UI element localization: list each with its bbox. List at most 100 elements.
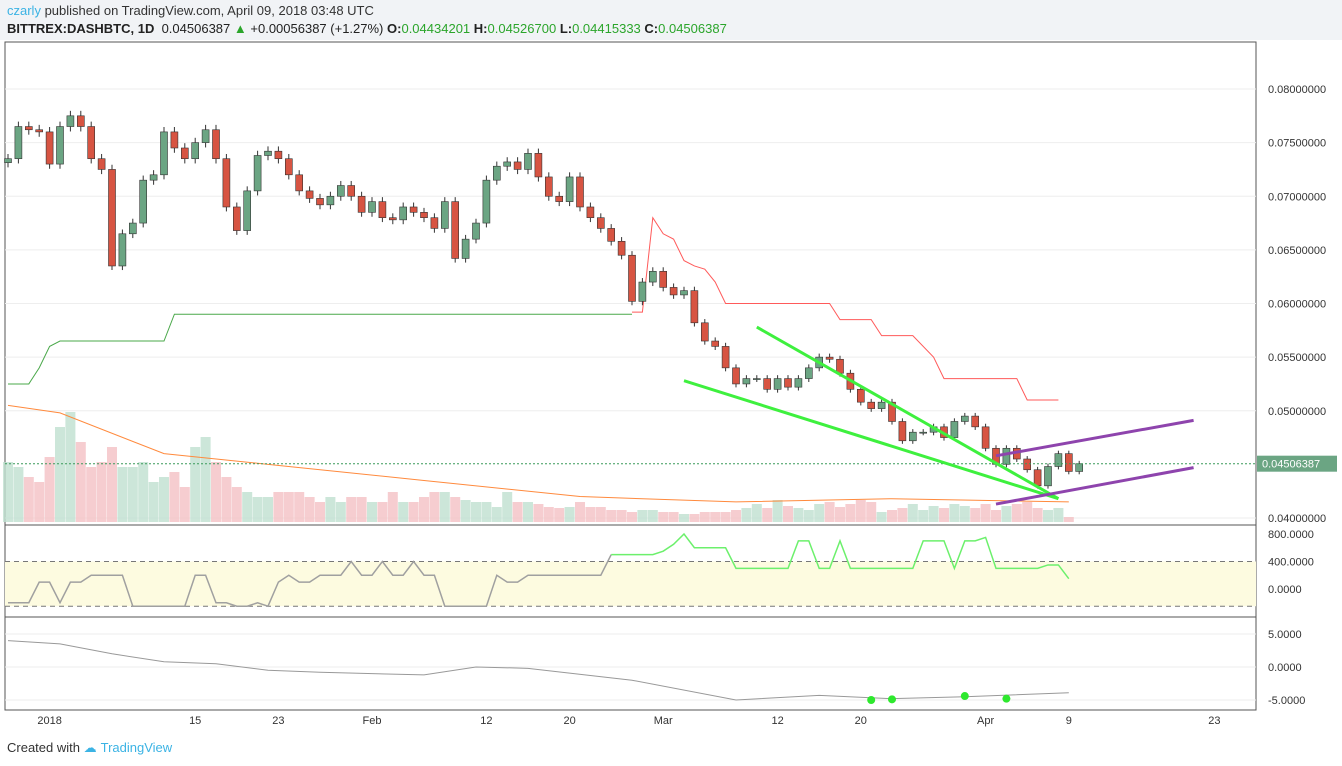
volume-bar [86, 467, 97, 522]
volume-bar [720, 512, 731, 522]
candle [617, 240, 626, 256]
volume-bar [34, 482, 45, 522]
candle [721, 346, 730, 369]
volume-bar [439, 492, 450, 522]
volume-bar [907, 504, 918, 522]
volume-bar [263, 497, 273, 522]
price-tick: 0.06500000 [1268, 245, 1326, 257]
candle [430, 217, 439, 229]
candle [607, 228, 616, 242]
volume-bar [273, 492, 284, 522]
volume-bar [398, 502, 409, 522]
channel-lower-trendline [995, 466, 1194, 506]
volume-bar [367, 502, 377, 522]
candle [461, 238, 470, 259]
last-price-label: 0.04506387 [1262, 459, 1320, 471]
volume-bar [928, 506, 939, 522]
candle [544, 176, 553, 197]
candle [253, 155, 262, 192]
symbol[interactable]: BITTREX:DASHBTC, 1D [7, 21, 155, 36]
candle [1023, 458, 1032, 471]
volume-bar [96, 462, 107, 522]
close-value: 0.04506387 [658, 21, 727, 36]
volume-bar [627, 512, 637, 522]
volume-bar [294, 492, 305, 522]
high-value: 0.04526700 [487, 21, 557, 36]
candle [919, 431, 928, 434]
candle [4, 158, 12, 163]
volume-bar [658, 512, 669, 522]
candle [420, 212, 428, 218]
open-value: 0.04434201 [401, 21, 471, 36]
price-tick: 0.07000000 [1268, 191, 1326, 203]
osc2-signal-dot [888, 695, 896, 704]
candle [181, 147, 189, 160]
time-tick: 23 [272, 715, 284, 727]
candle [888, 401, 896, 422]
volume-bar [668, 512, 679, 522]
candle [472, 222, 480, 240]
volume-bar [585, 507, 596, 522]
volume-bar [23, 477, 34, 522]
candle [35, 129, 44, 133]
price-tick: 0.05500000 [1268, 352, 1326, 364]
volume-bar [814, 504, 825, 522]
candle [14, 126, 23, 160]
volume-bar [689, 514, 700, 522]
low-value: 0.04415333 [572, 21, 641, 36]
candle [784, 378, 792, 388]
time-tick: 20 [563, 715, 575, 727]
time-tick: 12 [771, 715, 783, 727]
volume-bar [148, 482, 159, 522]
osc1-line-grey [8, 554, 612, 608]
candle [1065, 453, 1073, 472]
volume-bar [959, 506, 970, 522]
volume-bar [211, 462, 221, 522]
candle [825, 356, 834, 360]
candle [440, 201, 449, 229]
volume-bar [55, 427, 65, 522]
price-chart[interactable]: 0.08000000 0.07500000 0.07000000 0.06500000… [0, 40, 1342, 732]
volume-bar [159, 477, 169, 522]
footer: Created with ☁ TradingView [7, 740, 172, 756]
plot-frame [4, 41, 1257, 711]
osc1-tick: 0.0000 [1268, 584, 1302, 596]
time-tick: 23 [1208, 715, 1220, 727]
candle [732, 367, 740, 385]
volume-bar [44, 457, 55, 522]
volume-bar [803, 510, 814, 522]
price-tick: 0.05000000 [1268, 406, 1326, 418]
volume-bar [13, 467, 24, 522]
price-tick: 0.07500000 [1268, 138, 1326, 150]
price-tick: 0.04000000 [1268, 513, 1326, 525]
candle [316, 198, 324, 206]
volume-bar [1001, 506, 1012, 522]
volume-bar [1011, 504, 1022, 522]
volume-bar [679, 514, 689, 522]
candle [139, 179, 147, 224]
volume-bar [575, 502, 585, 522]
volume-bar [991, 510, 1001, 522]
candle [586, 206, 595, 219]
volume-bar [252, 497, 263, 522]
candle [648, 271, 657, 283]
osc2-signal-dot [1002, 694, 1011, 703]
volume-bar [408, 502, 419, 522]
candle [492, 165, 501, 181]
candle [347, 185, 356, 197]
tradingview-link[interactable]: TradingView [100, 740, 173, 755]
time-tick: 20 [855, 715, 867, 727]
volume-bar [127, 467, 138, 522]
change: +0.00056387 (+1.27%) [250, 21, 384, 36]
author-link[interactable]: czarly [7, 3, 41, 18]
volume-bar [315, 502, 325, 522]
volume-bar [200, 437, 211, 522]
candle [191, 142, 199, 160]
candle [711, 340, 720, 347]
candle [981, 426, 990, 449]
volume-bar [502, 492, 513, 522]
volume-bar [221, 477, 232, 522]
volume-bar [949, 504, 960, 522]
candle [794, 378, 803, 388]
candle [877, 401, 886, 409]
